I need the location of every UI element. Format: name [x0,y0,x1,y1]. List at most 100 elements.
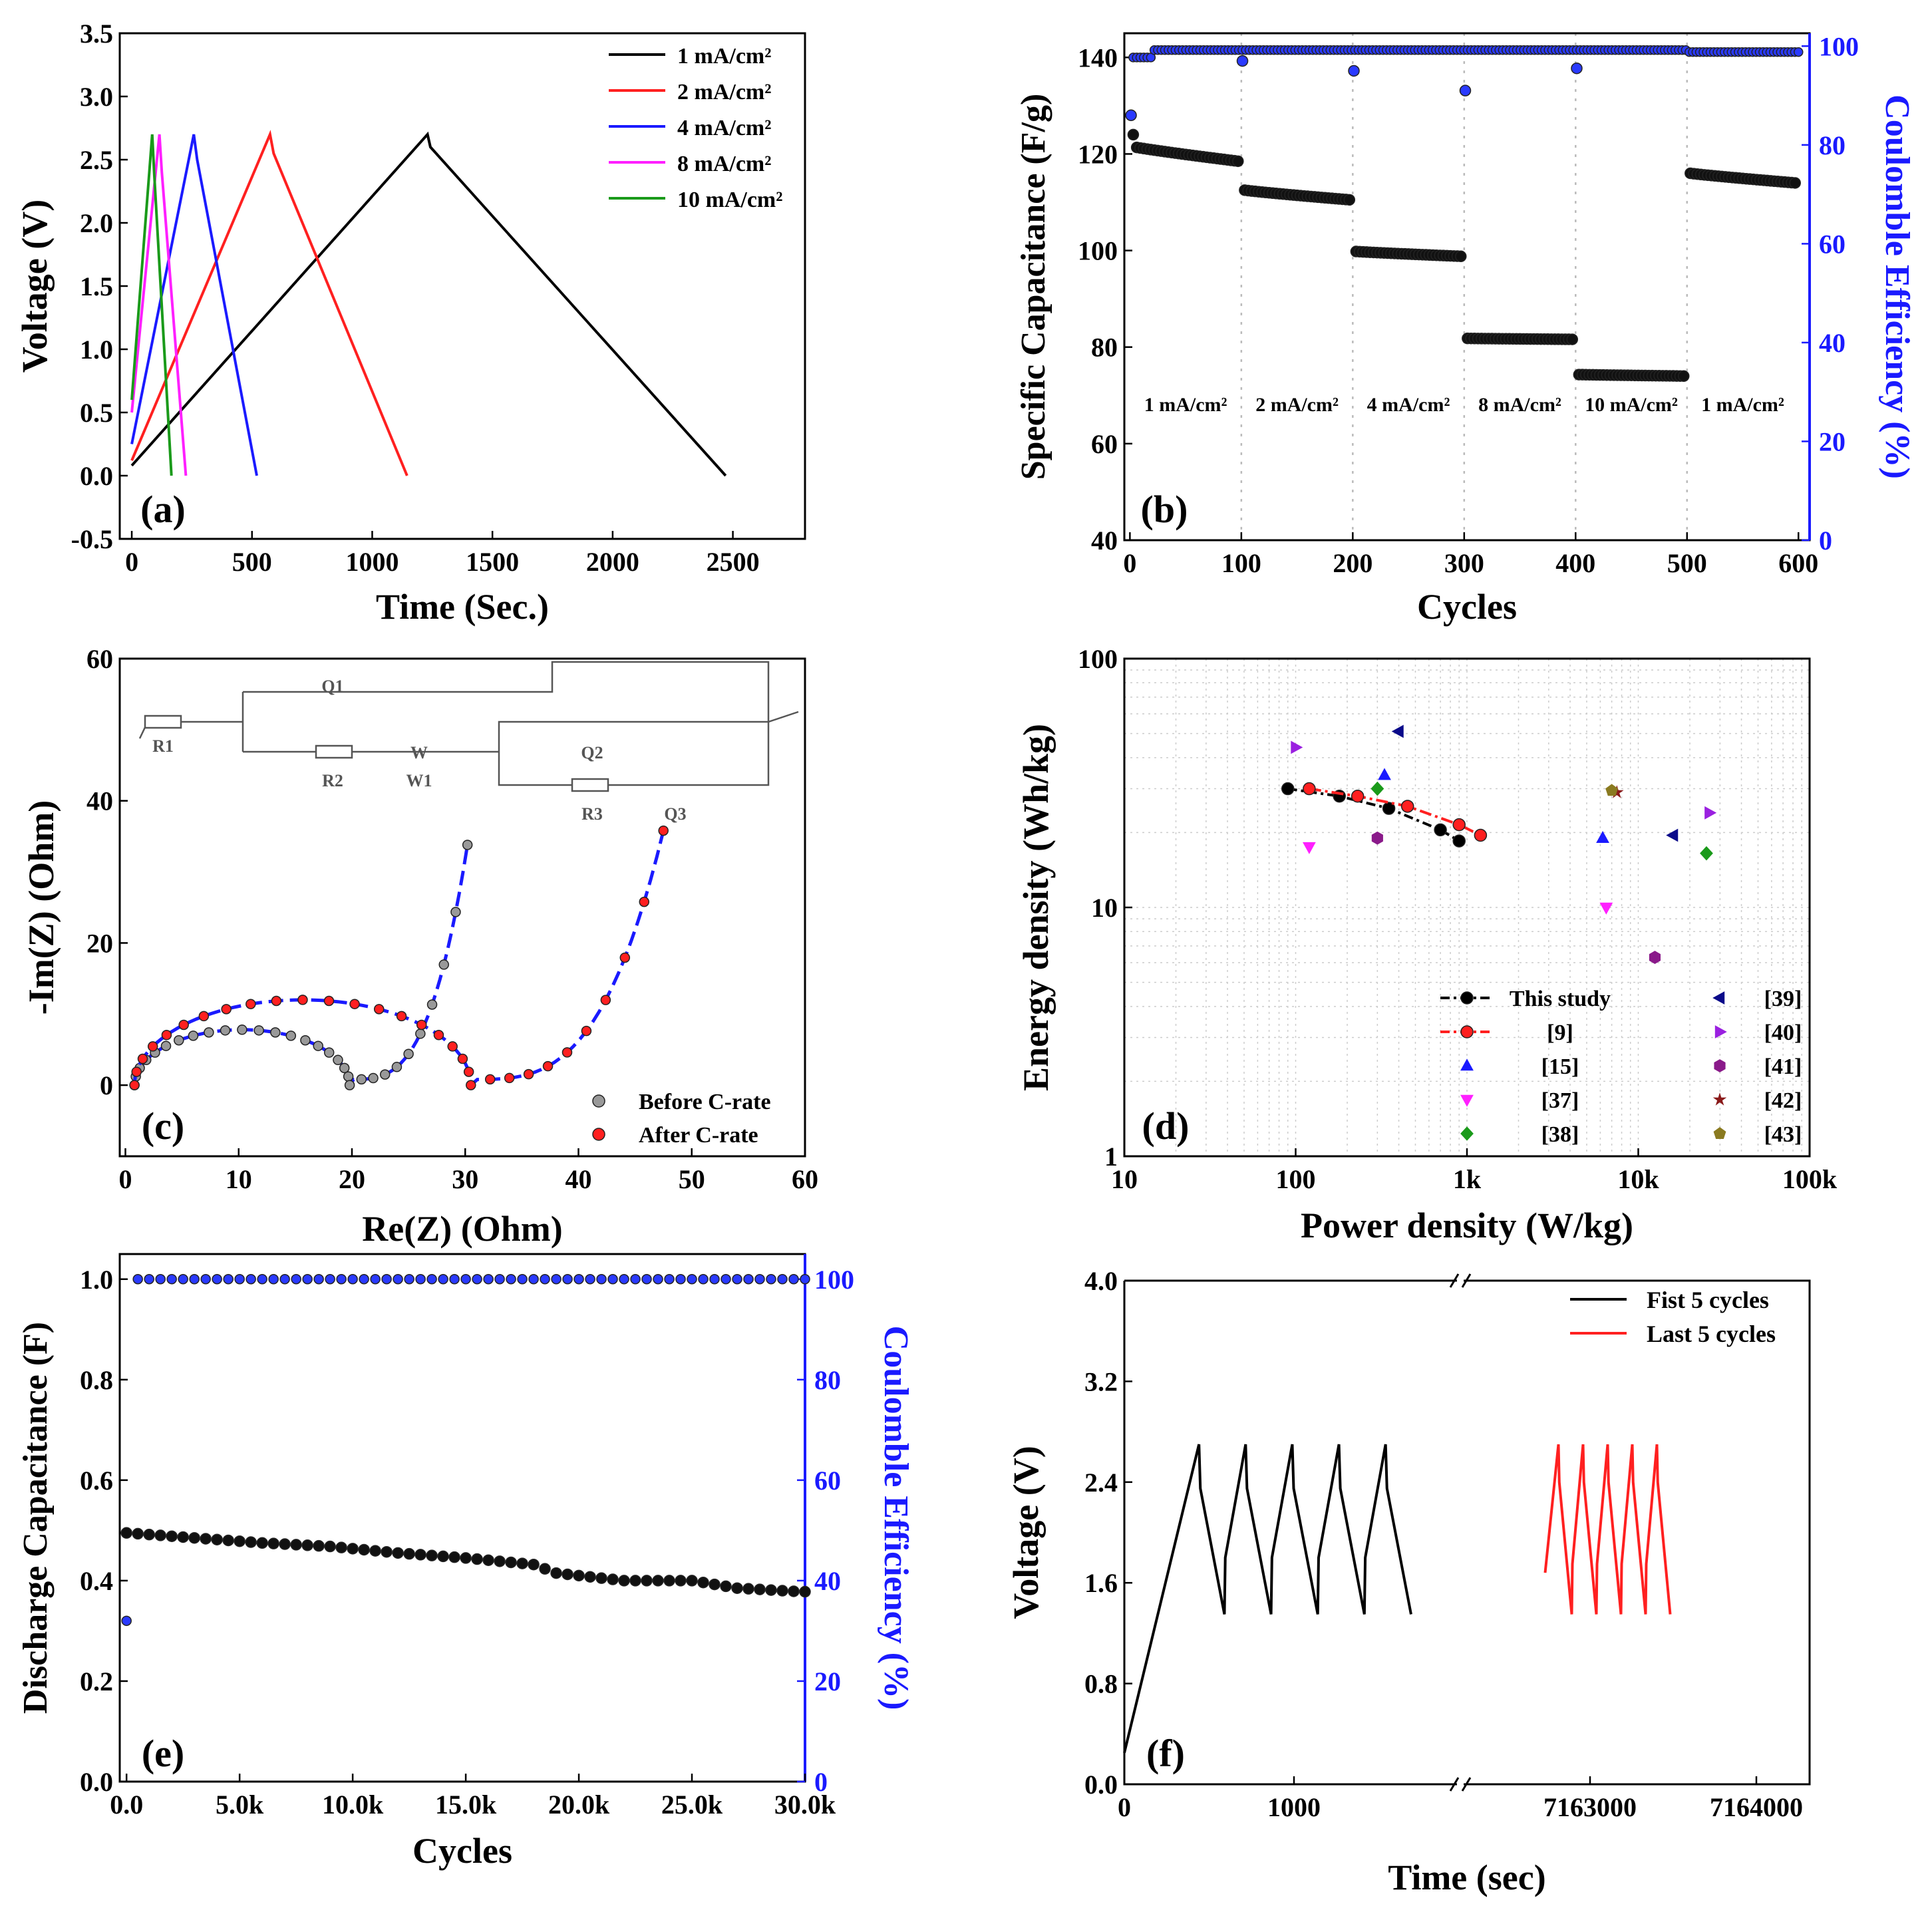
panel-e-capacitance-point [505,1556,517,1569]
panel-b-frame [1123,32,1811,542]
panel-d-legend-label: [41] [1764,1054,1802,1079]
panel-f-xlabel: Time (sec) [1388,1857,1545,1897]
panel-a-y-tick-label: -0.5 [71,524,113,554]
panel-b-efficiency-outlier [1571,62,1583,75]
panel-b-x-tick-label: 500 [1667,548,1707,578]
panel-e-frame [118,1253,806,1783]
panel-e-capacitance-point [528,1558,540,1571]
panel-b-y-tick-label: 80 [1091,333,1118,363]
panel-b-y-tick-label: 40 [1091,526,1118,556]
panel-d-data-point [1452,834,1466,848]
panel-c-data-point [542,1060,554,1072]
panel-e-capacitance-point [234,1535,245,1547]
panel-c-data-point [562,1047,573,1058]
panel-e-y-tick-label: 0.6 [80,1466,113,1496]
panel-e-efficiency-point [449,1274,460,1285]
panel-c-data-point [600,995,611,1005]
panel-c-circuit-label: W1 [406,771,432,790]
panel-f-axis-break [1449,1777,1460,1792]
panel-e-efficiency-point [494,1274,505,1285]
panel-e-efficiency-point [178,1274,188,1285]
panel-c-circuit-label: R1 [152,736,174,756]
panel-e-efficiency-point [302,1274,313,1285]
panel-c-x-tick-label: 50 [679,1164,705,1194]
panel-e-y2-tick-label: 60 [814,1466,841,1496]
panel-e-capacitance-point [652,1575,664,1587]
panel-a-series-line [130,131,727,477]
panel-f-y-tick-label: 0.0 [1084,1770,1118,1800]
panel-b-capacitance-point [1455,250,1467,263]
panel-b-x-tick-label: 300 [1444,548,1484,578]
circuit-wire [552,711,799,723]
panel-c-data-point [450,907,461,917]
panel-e-capacitance-point [460,1552,472,1564]
panel-e-efficiency-point [132,1274,143,1285]
panel-c-data-point [504,1072,515,1084]
panel-f-series-line [1123,1444,1412,1754]
panel-a-x-tick-label: 1000 [345,547,399,577]
panel-d-x-tick-label: 100k [1782,1164,1838,1194]
panel-e-efficiency-point [325,1274,335,1285]
panel-c-data-point [220,1025,231,1036]
panel-e-capacitance-point [132,1527,144,1540]
panel-f-x-tick-label: 7164000 [1710,1792,1803,1822]
panel-c-data-point [129,1080,140,1090]
panel-c-data-point [373,1004,385,1015]
panel-e-capacitance-point [618,1575,630,1587]
panel-e-efficiency-point [653,1274,663,1285]
panel-c-x-tick-label: 0 [119,1164,132,1194]
panel-c-x-tick-label: 20 [339,1164,365,1194]
panel-c-legend-marker [592,1128,605,1141]
panel-e-efficiency-point [472,1274,482,1285]
panel-e-capacitance-point [290,1539,302,1551]
panel-e-ylabel: Discharge Capacitance (F) [17,1322,55,1714]
panel-e-efficiency-point [415,1274,426,1285]
panel-c-data-point [198,1011,210,1022]
panel-e-efficiency-point [460,1274,471,1285]
panel-c-data-point [285,1031,297,1041]
panel-e-capacitance-point [403,1547,415,1560]
panel-e-efficiency-point [698,1274,709,1285]
panel-f-ylabel: Voltage (V) [1006,1446,1046,1619]
panel-a-series-line [130,134,188,476]
panel-e-efficiency-point [641,1274,652,1285]
panel-e-efficiency-point [359,1274,369,1285]
panel-c-data-point [323,1047,335,1058]
panel-e-capacitance-point [494,1555,506,1567]
panel-e-efficiency-point [630,1274,641,1285]
panel-d-data-point [1599,902,1613,915]
panel-b-segment-label: 2 mA/cm² [1255,394,1339,416]
panel-e-y-tick-label: 0.4 [80,1566,113,1596]
panel-b-y2-tick-label: 60 [1819,229,1846,259]
panel-e-x-tick-label: 25.0k [661,1790,723,1820]
panel-e-capacitance-point [799,1585,811,1598]
panel-e-efficiency-point [438,1274,448,1285]
panel-b-segment-label: 1 mA/cm² [1144,394,1227,416]
panel-d-data-point [1391,724,1404,738]
panel-d-y-tick-label: 10 [1091,893,1118,923]
panel-e-capacitance-point [709,1578,721,1591]
panel-b-y-tick-label: 60 [1091,429,1118,459]
panel-f-y-tick-label: 3.2 [1084,1366,1118,1396]
panel-d-data-point [1378,768,1391,780]
panel-e-capacitance-point [584,1571,596,1583]
panel-b-y-tick-label: 140 [1078,43,1118,73]
panel-c-ylabel: -Im(Z) (Ohm) [21,800,61,1015]
panel-e-capacitance-point [629,1575,641,1587]
panel-d-data-point [1666,828,1679,842]
panel-e-capacitance-point [482,1554,494,1566]
panel-c: 0 10 20 30 40 50 60 0 20 40 60 R1 Q1 R2 W W1 Q2 R3 Q3 Befor… [21,644,818,1249]
panel-e-efficiency-point [189,1274,200,1285]
panel-b-segment-label: 4 mA/cm² [1367,394,1450,416]
panel-c-fit-line [132,844,470,1090]
panel-e-capacitance-point [279,1538,291,1550]
panel-d-legend-marker [1460,1094,1474,1107]
panel-a-frame [118,32,806,540]
panel-d-label: (d) [1142,1104,1190,1148]
panel-f-series-line [1543,1444,1672,1615]
panel-b-x-tick-label: 400 [1555,548,1595,578]
panel-c-data-point [339,1062,350,1074]
panel-e-efficiency-point [313,1274,324,1285]
panel-a: 0 500 1000 1500 2000 2500 -0.5 0.0 0.5 1.0 1.5 2.0 2… [15,19,806,627]
